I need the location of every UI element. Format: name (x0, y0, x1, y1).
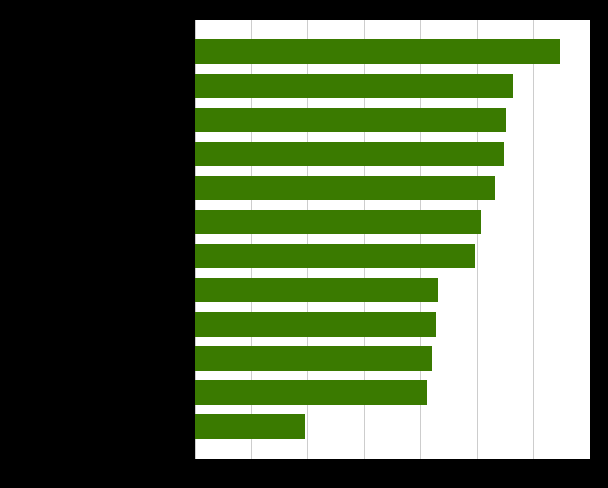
Bar (195, 278, 438, 303)
Bar (195, 108, 506, 132)
Bar (195, 74, 513, 98)
Bar (195, 244, 475, 268)
Bar (195, 312, 436, 337)
Bar (195, 40, 561, 64)
Bar (195, 142, 504, 166)
Bar (195, 414, 305, 439)
Bar (195, 210, 482, 234)
Bar (195, 380, 427, 405)
Bar (195, 176, 495, 200)
Bar (195, 346, 432, 370)
